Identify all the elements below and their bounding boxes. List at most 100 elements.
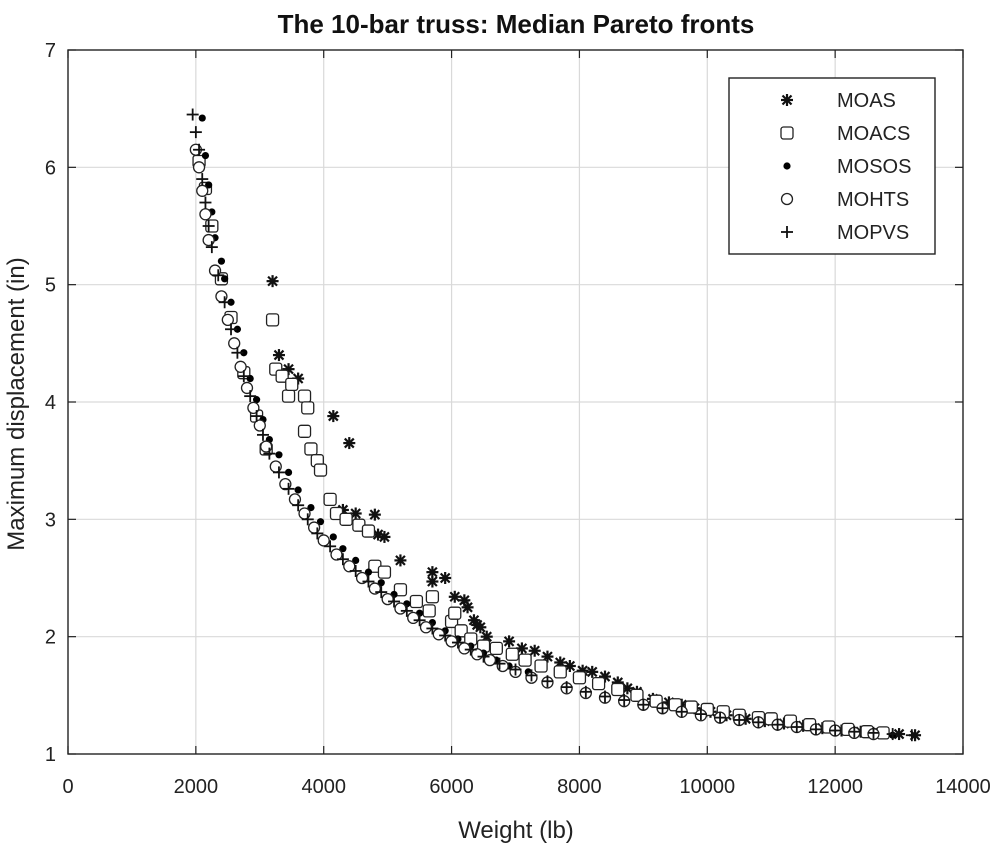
- data-point: [419, 621, 433, 634]
- data-point: [534, 659, 548, 673]
- data-point: [324, 540, 337, 553]
- data-point: [464, 643, 477, 656]
- data-point: [252, 396, 261, 404]
- data-point: [313, 463, 328, 477]
- data-point: [848, 725, 861, 738]
- y-tick-label: 3: [45, 509, 56, 531]
- data-point: [202, 220, 215, 232]
- data-point: [591, 676, 606, 691]
- data-point: [439, 572, 452, 584]
- data-point: [426, 622, 439, 635]
- data-point: [752, 716, 765, 729]
- data-point: [407, 611, 420, 625]
- data-point: [867, 726, 880, 739]
- data-point: [599, 690, 611, 703]
- data-point: [477, 650, 490, 663]
- chart-title: The 10-bar truss: Median Pareto fronts: [278, 9, 755, 39]
- data-point: [560, 681, 573, 694]
- y-tick-label: 5: [45, 275, 56, 297]
- data-point: [221, 275, 229, 283]
- data-point: [317, 534, 330, 547]
- data-point: [790, 721, 803, 734]
- data-point: [393, 583, 408, 597]
- data-point: [378, 530, 391, 543]
- data-point: [439, 629, 452, 642]
- data-point: [886, 728, 899, 741]
- data-point: [426, 566, 439, 579]
- data-point: [304, 442, 318, 456]
- data-point: [409, 594, 424, 609]
- data-point: [225, 323, 238, 336]
- data-point: [275, 451, 283, 459]
- data-point: [266, 275, 279, 288]
- data-point: [474, 621, 487, 634]
- data-point: [228, 337, 241, 350]
- data-point: [221, 313, 234, 327]
- data-point: [292, 499, 305, 512]
- data-point: [227, 298, 235, 306]
- data-point: [327, 410, 340, 423]
- y-tick-label: 4: [45, 392, 56, 414]
- x-tick-label: 10000: [679, 776, 735, 798]
- data-point: [361, 524, 376, 538]
- legend-marker: [780, 126, 794, 140]
- data-point: [611, 682, 625, 697]
- data-point: [675, 705, 688, 718]
- x-tick-label: 2000: [174, 776, 219, 798]
- data-point: [528, 644, 541, 657]
- legend-marker: [781, 226, 793, 238]
- data-point: [394, 554, 407, 567]
- data-point: [323, 492, 337, 507]
- x-tick-label: 0: [62, 776, 73, 798]
- data-point: [461, 601, 474, 614]
- data-point: [771, 718, 784, 731]
- data-point: [281, 389, 296, 403]
- data-point: [630, 688, 644, 702]
- data-point: [618, 694, 631, 707]
- legend-item: MOHTS: [780, 189, 909, 211]
- legend-item: MOPVS: [781, 222, 909, 244]
- data-point: [192, 161, 206, 174]
- data-point: [237, 370, 250, 383]
- data-point: [275, 369, 289, 383]
- data-point: [432, 628, 445, 641]
- x-tick-label: 12000: [807, 776, 863, 798]
- legend-label: MOPVS: [837, 222, 909, 244]
- x-tick-label: 14000: [935, 776, 991, 798]
- data-point: [196, 184, 209, 197]
- data-point: [205, 241, 218, 254]
- data-point: [311, 527, 324, 540]
- data-point: [368, 508, 381, 521]
- data-point: [518, 653, 532, 667]
- data-point: [244, 390, 257, 403]
- data-point: [240, 349, 248, 357]
- data-point: [297, 424, 312, 438]
- data-point: [733, 713, 746, 726]
- series-moacs: [192, 154, 890, 740]
- legend-label: MOHTS: [837, 189, 909, 211]
- data-points: [186, 108, 922, 742]
- data-point: [394, 602, 407, 615]
- data-point: [905, 729, 918, 742]
- data-point: [199, 196, 212, 209]
- legend-box: [728, 77, 936, 255]
- legend-item: MOAS: [781, 90, 896, 112]
- y-tick-label: 1: [45, 744, 56, 766]
- data-point: [572, 671, 587, 685]
- data-point: [541, 675, 554, 688]
- data-point: [198, 114, 206, 122]
- data-point: [637, 698, 650, 711]
- data-point: [425, 590, 440, 604]
- data-point: [489, 641, 503, 656]
- data-point: [294, 486, 302, 494]
- y-tick-label: 7: [45, 40, 56, 62]
- data-point: [413, 614, 426, 627]
- data-point: [458, 642, 471, 655]
- data-point: [714, 711, 727, 724]
- data-point: [362, 575, 375, 588]
- data-point: [454, 624, 468, 638]
- series-mopvs: [186, 108, 918, 742]
- legend-label: MOAS: [837, 90, 896, 112]
